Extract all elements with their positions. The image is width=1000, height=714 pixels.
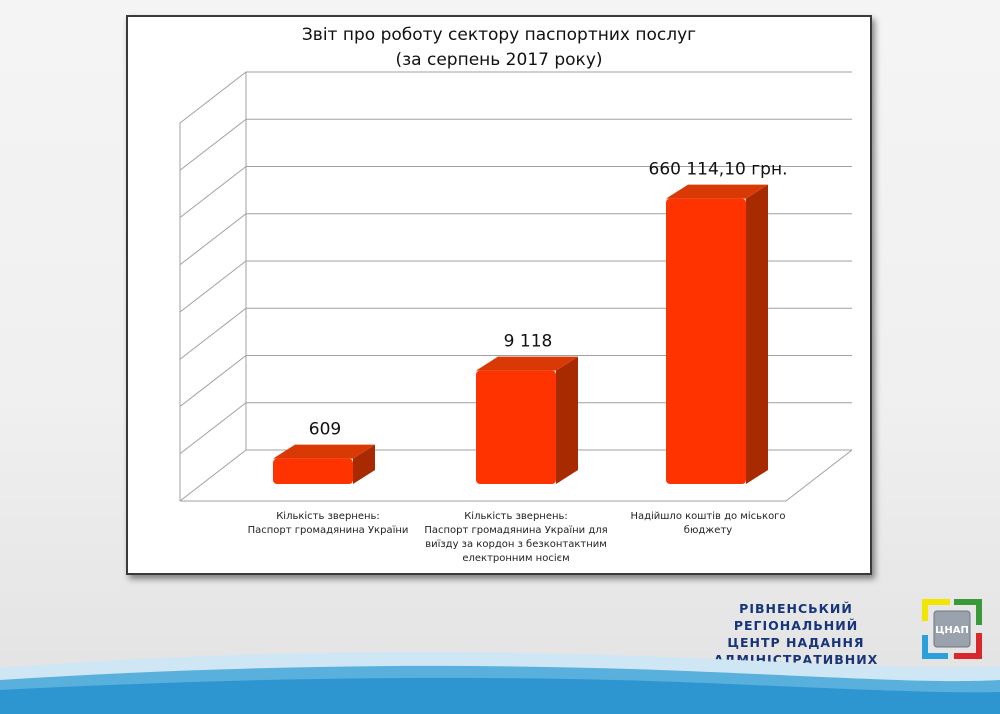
chart-bars	[273, 184, 768, 485]
category-label-3: Надійшло коштів до міського бюджету	[630, 511, 786, 536]
bar-top	[273, 444, 375, 459]
category-label-2: Кількість звернень: Паспорт громадянина …	[424, 511, 608, 564]
cnap-logo: ЦНАП	[922, 599, 982, 659]
side-gridline	[179, 449, 247, 502]
chart-plot: 609 9 118 660 114,10 грн.	[179, 71, 853, 502]
side-gridline	[179, 402, 247, 455]
side-gridline	[179, 307, 247, 360]
bar-side	[556, 356, 578, 484]
floor-right	[785, 449, 853, 502]
side-gridline	[179, 260, 247, 313]
value-label-2: 9 118	[504, 332, 553, 352]
org-line-2: ЦЕНТР НАДАННЯ	[727, 635, 865, 650]
bar-side	[746, 184, 768, 485]
bar-3	[666, 184, 768, 485]
bar-side	[353, 444, 375, 484]
chart-frame: 609 9 118 660 114,10 грн. Звіт про роботу …	[126, 15, 872, 575]
bottom-wave-decoration	[0, 652, 1000, 714]
bar-front	[476, 370, 556, 484]
chart-title: Звіт про роботу сектору паспортних послу…	[301, 25, 697, 45]
category-label-1: Кількість звернень: Паспорт громадянина …	[247, 511, 409, 536]
value-label-1: 609	[309, 420, 341, 440]
chart-grid	[179, 71, 853, 502]
side-gridline	[179, 166, 247, 218]
bar-front	[273, 458, 353, 484]
logo-text: ЦНАП	[935, 625, 969, 636]
bar-2	[476, 356, 578, 484]
side-gridline	[179, 213, 247, 266]
bar-top	[476, 356, 578, 371]
org-line-1: РІВНЕНСЬКИЙ РЕГІОНАЛЬНИЙ	[733, 601, 859, 633]
side-gridline	[179, 71, 247, 124]
side-gridline	[179, 118, 247, 171]
bar-1	[273, 444, 375, 484]
value-label-3: 660 114,10 грн.	[649, 160, 788, 180]
side-gridline	[179, 355, 247, 407]
bar-front	[666, 198, 746, 485]
bar-top	[666, 184, 768, 199]
chart-subtitle: (за серпень 2017 року)	[395, 50, 603, 70]
chart-value-labels: 609 9 118 660 114,10 грн.	[309, 160, 788, 440]
